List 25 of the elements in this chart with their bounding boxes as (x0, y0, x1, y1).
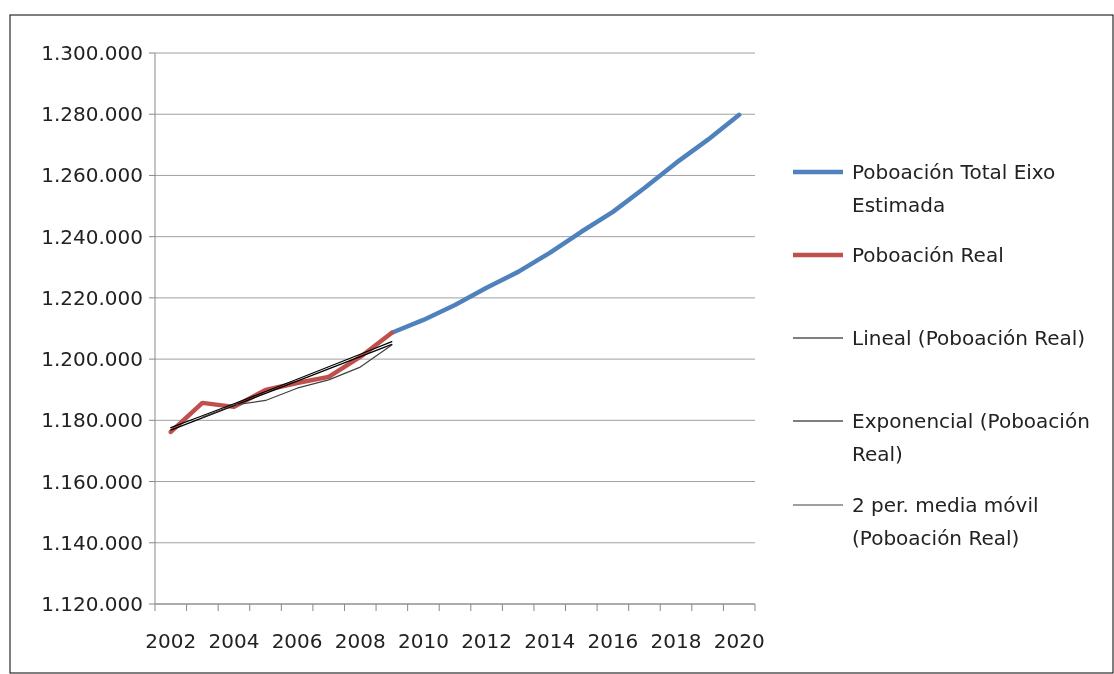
legend-label: Poboación Total Eixo Estimada (852, 160, 1056, 217)
x-tick-label: 2014 (524, 629, 576, 653)
x-tick-label: 2010 (397, 629, 449, 653)
x-tick-label: 2016 (587, 629, 639, 653)
y-tick-label: 1.140.000 (41, 530, 143, 555)
y-tick-label: 1.280.000 (41, 102, 143, 127)
y-tick-label: 1.240.000 (41, 224, 143, 249)
x-tick-label: 2012 (461, 629, 513, 653)
y-tick-label: 1.180.000 (41, 408, 143, 433)
y-tick-label: 1.260.000 (41, 163, 143, 188)
x-tick-label: 2018 (650, 629, 702, 653)
legend-label: Exponencial (Poboación Real) (852, 409, 1090, 466)
y-tick-label: 1.220.000 (41, 285, 143, 310)
legend-label: Poboación Real (852, 243, 1004, 267)
legend-label: 2 per. media móvil (Poboación Real) (852, 493, 1039, 550)
y-tick-label: 1.200.000 (41, 347, 143, 372)
y-tick-label: 1.160.000 (41, 469, 143, 494)
x-tick-label: 2020 (713, 629, 765, 653)
y-tick-label: 1.120.000 (41, 592, 143, 616)
x-tick-label: 2004 (208, 629, 260, 653)
x-tick-label: 2008 (334, 629, 386, 653)
legend-label: Lineal (Poboación Real) (852, 326, 1086, 350)
y-tick-label: 1.300.000 (41, 41, 143, 65)
x-tick-label: 2006 (271, 629, 323, 653)
x-tick-label: 2002 (145, 629, 197, 653)
